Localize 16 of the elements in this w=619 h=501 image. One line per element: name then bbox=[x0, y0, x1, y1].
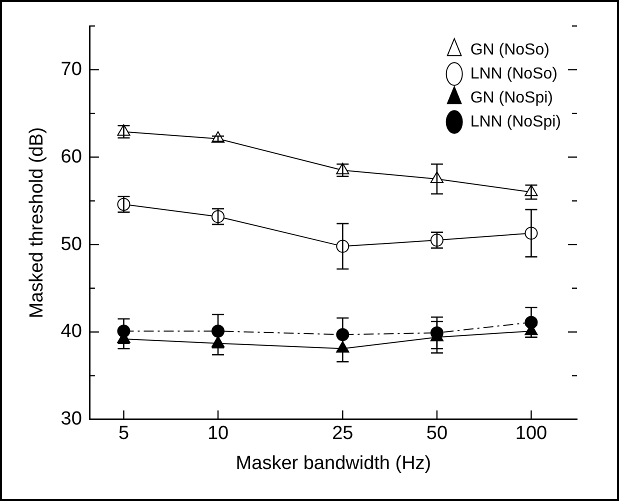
y-tick-label: 70 bbox=[60, 58, 82, 80]
legend-label: LNN (NoSo) bbox=[470, 65, 558, 82]
legend-label: GN (NoSo) bbox=[470, 41, 550, 58]
x-tick-label: 10 bbox=[207, 423, 229, 444]
legend-label: LNN (NoSpi) bbox=[470, 113, 561, 130]
y-tick-label: 40 bbox=[60, 321, 82, 342]
x-tick-label: 5 bbox=[118, 423, 130, 444]
y-axis-title: Masked threshold (dB) bbox=[26, 127, 48, 318]
legend-label: GN (NoSpi) bbox=[470, 89, 553, 106]
x-axis-title: Masker bandwidth (Hz) bbox=[236, 452, 432, 474]
y-tick-label: 50 bbox=[60, 234, 82, 255]
y-tick-label: 30 bbox=[60, 408, 82, 430]
x-tick-label: 100 bbox=[515, 423, 548, 444]
x-tick-label: 50 bbox=[426, 423, 448, 444]
y-tick-label: 60 bbox=[60, 146, 82, 168]
x-tick-label: 25 bbox=[332, 423, 354, 444]
